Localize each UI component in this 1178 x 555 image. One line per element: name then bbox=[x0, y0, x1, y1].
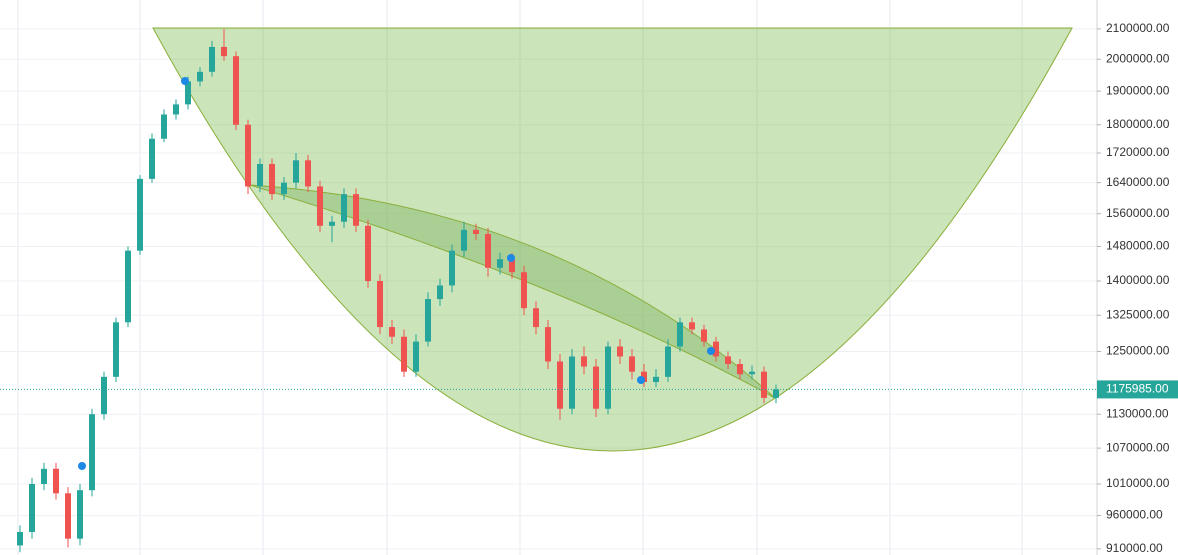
candle-body bbox=[545, 327, 551, 362]
candle-body bbox=[173, 104, 179, 115]
candle-body bbox=[365, 225, 371, 282]
candle-body bbox=[509, 259, 515, 273]
last-price-badge bbox=[1097, 380, 1178, 399]
y-tick-label: 2000000.00 bbox=[1106, 51, 1170, 65]
candle-body bbox=[65, 493, 71, 539]
marker bbox=[707, 347, 715, 355]
candle-body bbox=[461, 229, 467, 251]
candle-body bbox=[137, 178, 143, 251]
candle-body bbox=[89, 414, 95, 491]
candle-body bbox=[521, 272, 527, 309]
y-tick-label: 1560000.00 bbox=[1106, 206, 1170, 220]
y-tick-label: 1325000.00 bbox=[1106, 307, 1170, 321]
candle-body bbox=[605, 346, 611, 409]
candle-body bbox=[557, 361, 563, 409]
candle-body bbox=[653, 376, 659, 383]
candle-body bbox=[113, 322, 119, 377]
candle-body bbox=[125, 250, 131, 323]
candle-body bbox=[341, 194, 347, 222]
y-tick-label: 1010000.00 bbox=[1106, 476, 1170, 490]
candle-body bbox=[665, 346, 671, 377]
markers bbox=[78, 77, 715, 470]
candle-body bbox=[749, 371, 755, 375]
marker bbox=[78, 462, 86, 470]
vertical-grid bbox=[17, 0, 1023, 555]
candle-body bbox=[293, 160, 299, 183]
candle-body bbox=[629, 356, 635, 372]
candle-body bbox=[485, 233, 491, 268]
candle-body bbox=[53, 468, 59, 494]
candle-body bbox=[437, 285, 443, 300]
marker bbox=[507, 254, 515, 262]
price-axis: 910000.00 960000.00 1010000.00 1070000.00 11… bbox=[1097, 21, 1170, 555]
candle-body bbox=[773, 389, 779, 398]
candle-body bbox=[449, 250, 455, 286]
candle-body bbox=[725, 356, 731, 365]
y-tick-label: 1720000.00 bbox=[1106, 145, 1170, 159]
candle-body bbox=[689, 322, 695, 330]
y-tick-label: 1400000.00 bbox=[1106, 273, 1170, 287]
candle-body bbox=[269, 163, 275, 195]
y-tick-label: 960000.00 bbox=[1106, 508, 1163, 522]
candle-body bbox=[101, 376, 107, 415]
y-tick-label: 1250000.00 bbox=[1106, 344, 1170, 358]
candle-body bbox=[161, 114, 167, 139]
candle-body bbox=[569, 356, 575, 409]
candle-body bbox=[377, 281, 383, 328]
candle-body bbox=[389, 327, 395, 337]
candle-body bbox=[317, 186, 323, 226]
candle-body bbox=[221, 46, 227, 57]
y-tick-label: 910000.00 bbox=[1106, 541, 1163, 555]
candle-body bbox=[641, 371, 647, 383]
candle-body bbox=[425, 299, 431, 342]
candle-body bbox=[701, 329, 707, 342]
cup-drawing bbox=[152, 27, 1073, 452]
candle-body bbox=[197, 71, 203, 82]
candle-body bbox=[149, 138, 155, 179]
marker bbox=[637, 376, 645, 384]
y-tick-label: 1800000.00 bbox=[1106, 117, 1170, 131]
candle-body bbox=[329, 221, 335, 226]
marker bbox=[181, 77, 189, 85]
candle-body bbox=[185, 81, 191, 105]
candle-body bbox=[305, 160, 311, 187]
candle-body bbox=[413, 341, 419, 372]
last-price-label: 1175985.00 bbox=[1106, 382, 1169, 396]
candle-body bbox=[473, 229, 479, 234]
candle-body bbox=[581, 356, 587, 367]
candle-body bbox=[233, 56, 239, 125]
candle-body bbox=[401, 336, 407, 372]
candle-body bbox=[533, 308, 539, 328]
candle-body bbox=[353, 194, 359, 226]
candle-body bbox=[29, 484, 35, 532]
candle-body bbox=[281, 182, 287, 195]
candle-body bbox=[17, 531, 23, 546]
candle-body bbox=[497, 259, 503, 268]
y-tick-label: 1130000.00 bbox=[1106, 406, 1169, 420]
y-tick-label: 1070000.00 bbox=[1106, 440, 1170, 454]
candle-body bbox=[257, 163, 263, 187]
candle-body bbox=[41, 468, 47, 485]
y-tick-label: 2100000.00 bbox=[1106, 21, 1170, 35]
candle-body bbox=[761, 371, 767, 398]
candle-body bbox=[617, 346, 623, 357]
y-tick-label: 1900000.00 bbox=[1106, 83, 1170, 97]
candle-body bbox=[737, 364, 743, 375]
candle-body bbox=[77, 490, 83, 539]
candle-body bbox=[677, 322, 683, 347]
y-tick-label: 1480000.00 bbox=[1106, 239, 1170, 253]
candle-body bbox=[245, 124, 251, 187]
y-tick-label: 1640000.00 bbox=[1106, 175, 1170, 189]
candle-body bbox=[209, 46, 215, 72]
candle-body bbox=[593, 366, 599, 409]
candles bbox=[17, 28, 779, 553]
candle-body bbox=[713, 341, 719, 357]
